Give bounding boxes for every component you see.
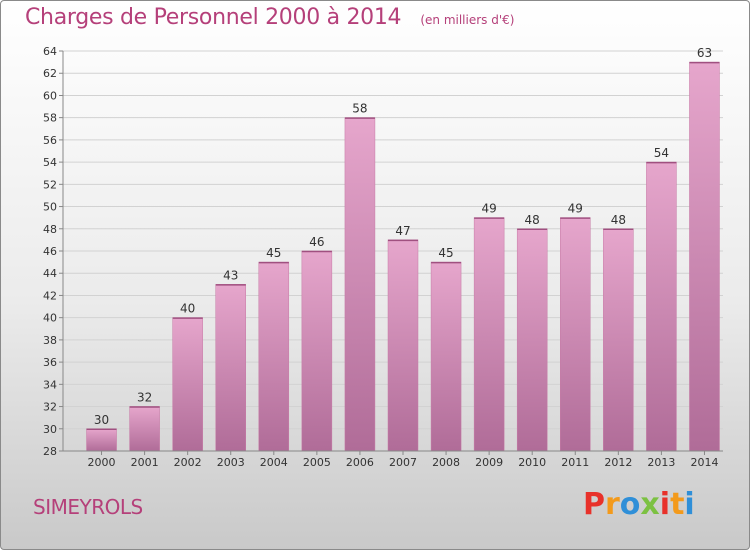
y-tick-label: 58 — [43, 112, 57, 125]
bar — [603, 228, 634, 452]
data-label: 45 — [438, 246, 453, 260]
x-tick-label: 2002 — [174, 456, 202, 469]
y-tick-label: 48 — [43, 223, 57, 236]
y-tick-label: 46 — [43, 245, 57, 258]
title-block: Charges de Personnel 2000 à 2014 (en mil… — [25, 5, 514, 30]
data-label: 46 — [309, 235, 324, 249]
bar — [215, 284, 246, 452]
y-tick-label: 38 — [43, 334, 57, 347]
y-tick-label: 62 — [43, 67, 57, 80]
y-tick-label: 28 — [43, 445, 57, 458]
bar — [516, 228, 548, 452]
x-tick-label: 2009 — [475, 456, 503, 469]
commune-name: SIMEYROLS — [33, 495, 143, 519]
bar — [560, 217, 591, 452]
y-tick-label: 64 — [43, 45, 57, 58]
x-tick-label: 2004 — [260, 456, 288, 469]
y-tick-label: 56 — [43, 134, 57, 147]
data-label: 48 — [611, 213, 626, 227]
y-tick-label: 30 — [43, 423, 57, 436]
x-tick-label: 2003 — [217, 456, 245, 469]
x-tick-label: 2006 — [346, 456, 374, 469]
data-label: 58 — [352, 102, 367, 116]
y-tick-label: 34 — [43, 378, 57, 391]
logo-letter: r — [605, 487, 620, 522]
y-tick-label: 36 — [43, 356, 57, 369]
y-tick-label: 60 — [43, 89, 57, 102]
x-tick-label: 2005 — [303, 456, 331, 469]
data-label: 43 — [223, 268, 238, 282]
x-tick-label: 2008 — [432, 456, 460, 469]
data-label: 48 — [525, 213, 540, 227]
bar — [689, 61, 720, 452]
data-label: 47 — [395, 224, 410, 238]
logo-letter: P — [583, 487, 605, 522]
y-tick-label: 44 — [43, 267, 57, 280]
logo-letter: i — [684, 487, 695, 522]
x-tick-label: 2001 — [131, 456, 159, 469]
x-tick-label: 2014 — [690, 456, 718, 469]
y-tick-label: 52 — [43, 178, 57, 191]
bar — [301, 250, 333, 452]
y-tick-label: 32 — [43, 401, 57, 414]
bar — [129, 406, 160, 452]
data-label: 49 — [568, 202, 583, 216]
data-label: 54 — [654, 146, 669, 160]
y-tick-label: 54 — [43, 156, 57, 169]
y-tick-label: 50 — [43, 201, 57, 214]
bar — [86, 428, 117, 452]
x-tick-label: 2010 — [518, 456, 546, 469]
bar — [344, 117, 376, 452]
data-label: 45 — [266, 246, 281, 260]
bars: 30 32 40 43 45 46 58 47 45 49 48 49 48 54 63 — [86, 46, 720, 452]
data-label: 49 — [481, 202, 496, 216]
bar — [473, 217, 505, 452]
bar — [646, 161, 677, 452]
logo-letter: i — [659, 487, 671, 522]
x-tick-label: 2012 — [604, 456, 632, 469]
y-axis: 28 30 32 34 36 38 40 42 44 46 48 50 52 54 56 58 60 62 64 — [43, 45, 64, 458]
x-tick-label: 2013 — [647, 456, 675, 469]
x-tick-label: 2011 — [561, 456, 589, 469]
y-tick-label: 42 — [43, 289, 57, 302]
data-label: 32 — [137, 391, 152, 405]
chart-subtitle: (en milliers d'€) — [420, 13, 515, 27]
bar — [430, 261, 462, 452]
chart-title: Charges de Personnel 2000 à 2014 — [25, 5, 402, 30]
y-tick-label: 40 — [43, 312, 57, 325]
x-tick-label: 2007 — [389, 456, 417, 469]
bar — [387, 239, 419, 452]
x-axis: 2000 2001 2002 2003 2004 2005 2006 2007 2008 2009… — [63, 450, 723, 469]
proxiti-logo: Proxiti — [583, 487, 695, 522]
logo-letter: o — [619, 487, 641, 522]
logo-letter: t — [670, 487, 685, 522]
x-tick-label: 2000 — [88, 456, 116, 469]
data-label: 63 — [697, 46, 712, 60]
bar — [258, 261, 290, 452]
data-label: 30 — [94, 413, 109, 427]
data-label: 40 — [180, 302, 195, 316]
logo-letter: x — [640, 487, 660, 522]
bar — [172, 317, 203, 452]
